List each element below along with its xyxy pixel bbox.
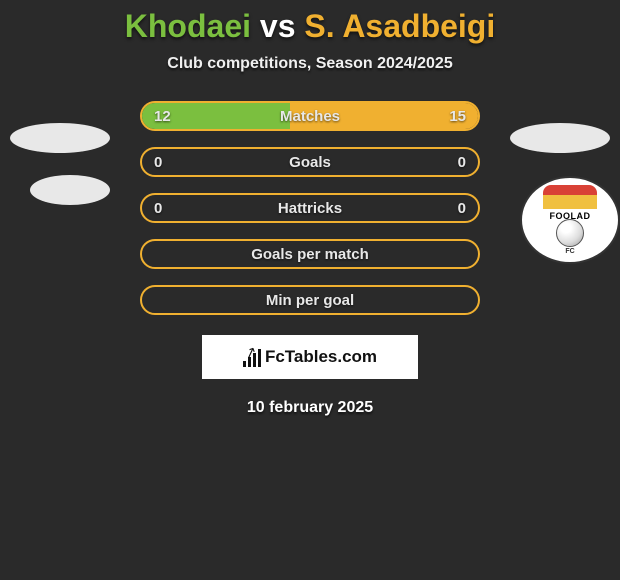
- trend-arrow-icon: ↗: [242, 343, 259, 363]
- bar-icon-bar: [243, 361, 246, 367]
- club-placeholder-left-1: [10, 123, 110, 153]
- bar-chart-icon: ↗: [243, 347, 261, 367]
- stat-label: Min per goal: [266, 292, 354, 309]
- foolad-club-badge: FOOLAD FC: [520, 176, 620, 264]
- fctables-label: FcTables.com: [265, 347, 377, 367]
- comparison-infographic: Khodaei vs S. Asadbeigi Club competition…: [0, 0, 620, 417]
- stat-label: Goals: [289, 154, 331, 171]
- date-text: 10 february 2025: [247, 399, 373, 417]
- football-icon: [556, 219, 584, 247]
- stat-value-right: 0: [458, 200, 466, 217]
- foolad-fc: FC: [565, 248, 574, 255]
- stat-value-right: 15: [449, 108, 466, 125]
- player1-name: Khodaei: [125, 8, 251, 44]
- page-title: Khodaei vs S. Asadbeigi: [125, 8, 495, 45]
- stat-row: 0 Hattricks 0: [140, 193, 480, 223]
- stat-value-left: 0: [154, 154, 162, 171]
- foolad-badge-top: [543, 185, 597, 209]
- player2-name: S. Asadbeigi: [304, 8, 495, 44]
- stat-value-left: 0: [154, 200, 162, 217]
- club-placeholder-left-2: [30, 175, 110, 205]
- stat-row: 0 Goals 0: [140, 147, 480, 177]
- club-placeholder-right-1: [510, 123, 610, 153]
- stat-row: Min per goal: [140, 285, 480, 315]
- stat-row: Goals per match: [140, 239, 480, 269]
- stat-label: Hattricks: [278, 200, 342, 217]
- vs-text: vs: [260, 8, 296, 44]
- stat-label: Matches: [280, 108, 340, 125]
- stat-value-left: 12: [154, 108, 171, 125]
- fctables-watermark: ↗ FcTables.com: [202, 335, 418, 379]
- subtitle: Club competitions, Season 2024/2025: [167, 55, 452, 73]
- stat-value-right: 0: [458, 154, 466, 171]
- stat-row: 12 Matches 15: [140, 101, 480, 131]
- stat-label: Goals per match: [251, 246, 369, 263]
